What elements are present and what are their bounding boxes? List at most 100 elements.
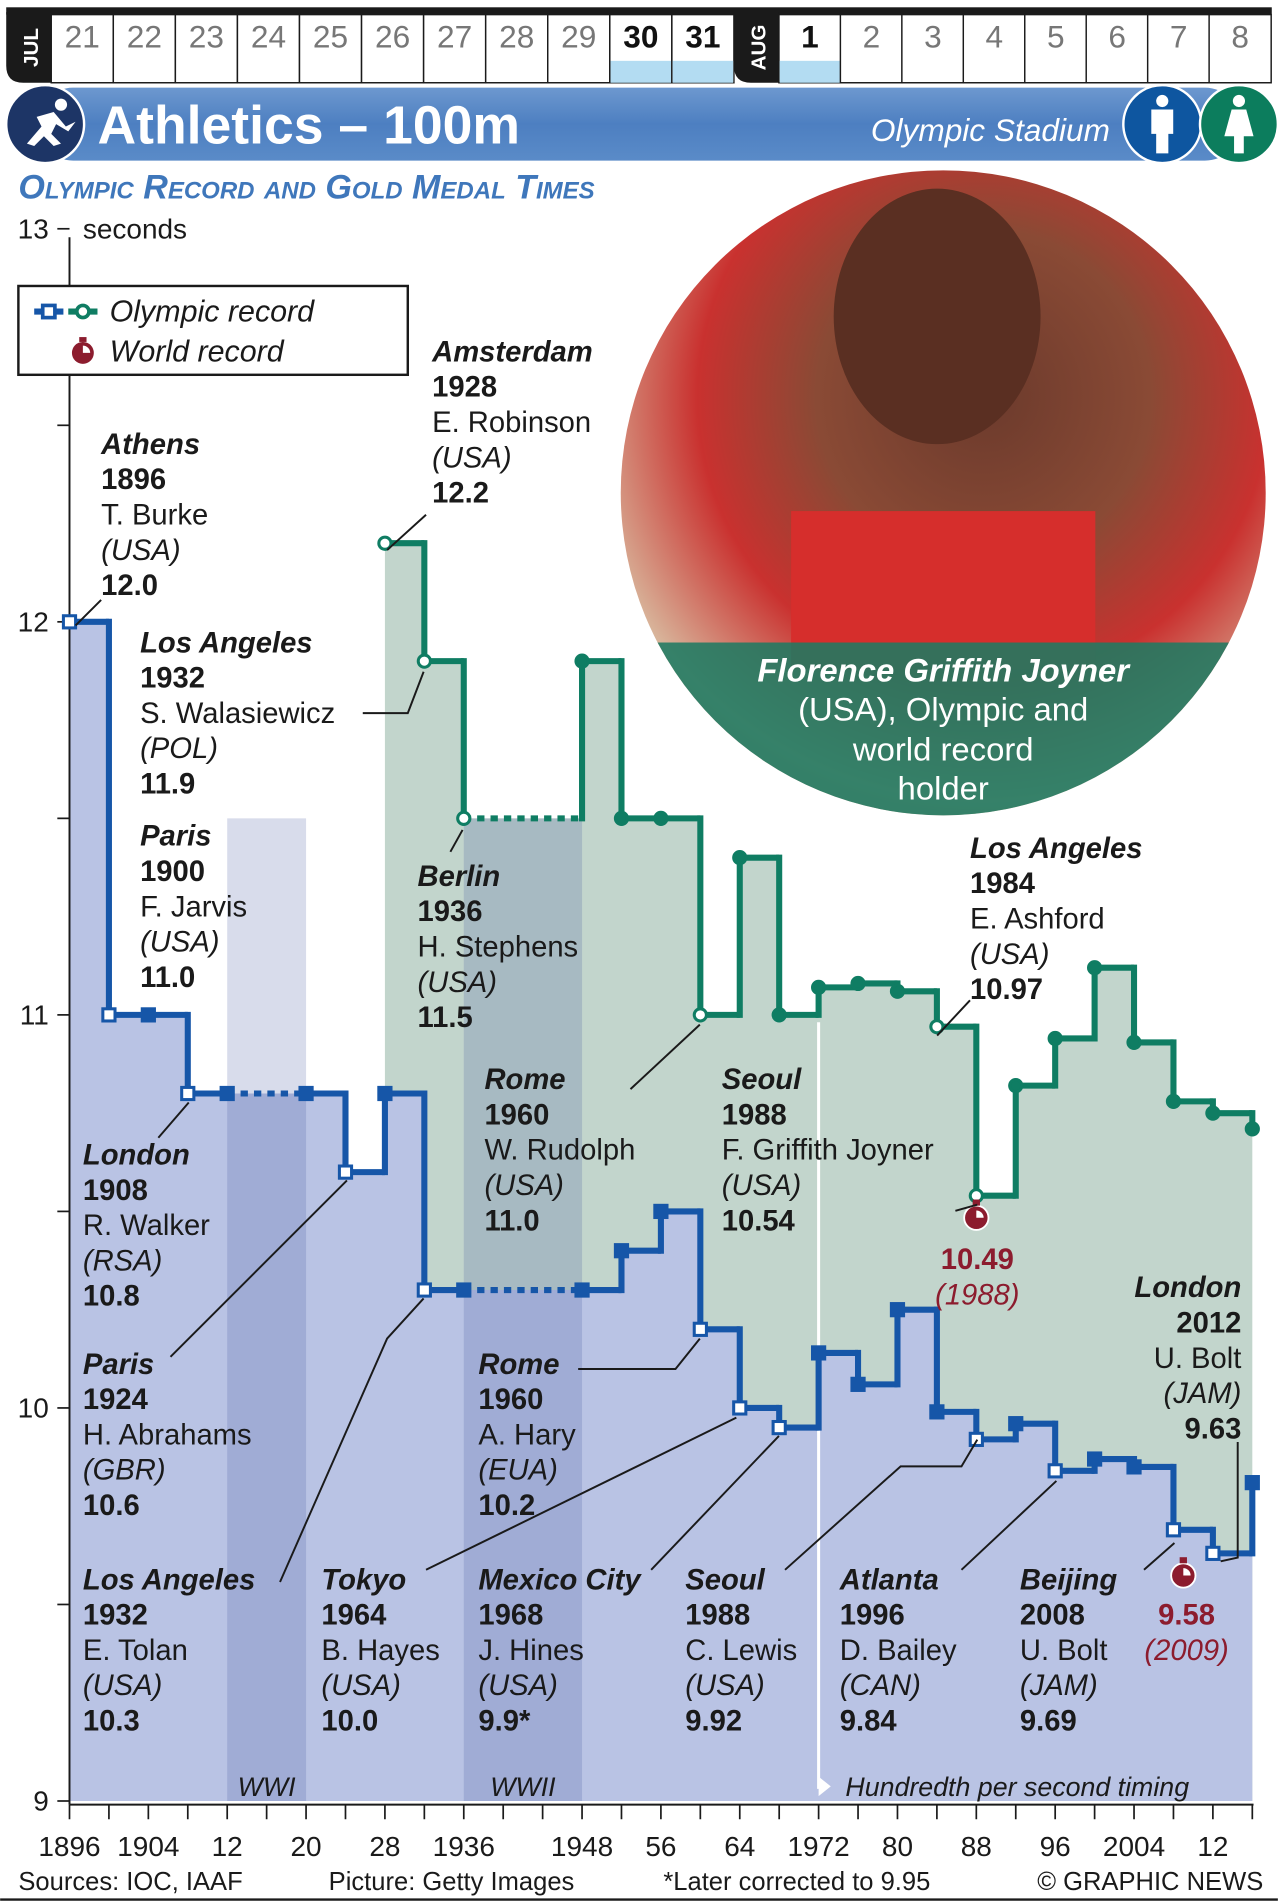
calendar-day-22[interactable]: 22: [112, 13, 177, 84]
women-olympic-record-point: [456, 810, 472, 826]
leader-line: [936, 999, 971, 1037]
calendar-day-28[interactable]: 28: [484, 13, 549, 84]
men-data-point: [889, 1302, 906, 1318]
calendar-day-3[interactable]: 3: [901, 13, 965, 84]
calendar-day-30[interactable]: 30: [609, 13, 673, 84]
calendar-day-7[interactable]: 7: [1146, 13, 1211, 84]
annotation-year: 1988: [685, 1600, 750, 1632]
women-olympic-record-point: [416, 653, 432, 669]
day-number: 26: [375, 18, 410, 54]
men-olympic-record-point: [1205, 1545, 1221, 1561]
calendar-day-23[interactable]: 23: [174, 13, 239, 84]
leader-line: [1220, 1442, 1239, 1563]
annotation-time: 9.92: [685, 1705, 742, 1737]
calendar-day-27[interactable]: 27: [422, 13, 487, 84]
annotation-year: 1932: [140, 663, 205, 695]
annotation-name: S. Walasiewicz: [140, 698, 335, 730]
annotation-name: H. Stephens: [418, 931, 579, 963]
x-tick-label: 64: [724, 1831, 755, 1862]
annotation-time: 9.84: [840, 1705, 898, 1737]
leader-line: [650, 1435, 780, 1571]
annotation-year: 1964: [321, 1600, 387, 1632]
calendar-day-24[interactable]: 24: [236, 13, 301, 84]
annotation-time: 9.69: [1020, 1705, 1077, 1737]
annotation-time: 10.97: [970, 974, 1043, 1006]
day-number: 24: [251, 18, 286, 54]
women-data-point: [771, 1007, 787, 1023]
annotation-time: 11.9: [140, 768, 195, 800]
calendar-day-4[interactable]: 4: [962, 13, 1027, 84]
photo: Florence Griffith Joyner (USA), Olympic …: [620, 170, 1266, 816]
day-number: 3: [924, 18, 942, 54]
calendar-day-26[interactable]: 26: [360, 13, 425, 84]
y-tick-label: 11: [20, 1000, 49, 1031]
annotation-city: London: [83, 1140, 190, 1172]
leader-line: [955, 1203, 978, 1212]
leader-line: [279, 1297, 425, 1583]
calendar-day-25[interactable]: 25: [298, 13, 363, 84]
day-number: 25: [313, 18, 348, 54]
month-label: JUL: [20, 28, 43, 67]
annotation-time: 11.5: [418, 1002, 473, 1034]
legend-world-record: World record: [110, 334, 285, 368]
calendar-day-8[interactable]: 8: [1208, 13, 1272, 84]
world-record-time: 10.49: [941, 1244, 1014, 1276]
annotation-year: 1960: [478, 1384, 543, 1416]
women-data-point: [1047, 1030, 1063, 1047]
annotation-name: F. Griffith Joyner: [722, 1135, 934, 1167]
annotation-country: (USA): [418, 967, 497, 999]
world-record-stopwatch-icon: [1170, 1557, 1197, 1589]
calendar-day-5[interactable]: 5: [1024, 13, 1088, 84]
annotation-year: 1988: [722, 1099, 787, 1131]
annotation-year: 1928: [432, 372, 497, 404]
footer-copyright: © GRAPHIC NEWS: [1037, 1868, 1263, 1896]
y-axis-label: seconds: [83, 214, 187, 245]
x-tick-label: 88: [961, 1831, 992, 1862]
annotation-time: 10.2: [478, 1490, 535, 1522]
annotation-name: B. Hayes: [321, 1635, 439, 1667]
men-olympic-record-point: [692, 1321, 708, 1337]
calendar-day-31[interactable]: 31: [671, 13, 735, 84]
footer-note: *Later corrected to 9.95: [663, 1868, 930, 1896]
y-tick-label: 13: [18, 214, 49, 245]
leader-line: [449, 829, 464, 853]
event-day-highlight: [672, 60, 734, 83]
women-data-point: [811, 979, 827, 995]
footer-sources: Sources: IOC, IAAF: [18, 1868, 242, 1896]
day-number: 28: [499, 18, 534, 54]
legend-olympic-record: Olympic record: [110, 294, 316, 328]
month-tab: [6, 12, 52, 83]
women-data-point: [1086, 960, 1103, 976]
calendar-top-rule: [6, 7, 1272, 15]
sprinter-figure: [26, 98, 76, 147]
day-number: 27: [437, 18, 472, 54]
annotation-country: (JAM): [1164, 1378, 1242, 1410]
annotation-year: 1932: [83, 1600, 148, 1632]
calendar-day-21[interactable]: 21: [50, 13, 115, 84]
annotation-time: 10.0: [321, 1705, 378, 1737]
x-tick-label: 96: [1040, 1831, 1071, 1862]
photo-caption-line: (USA), Olympic and: [798, 690, 1088, 727]
calendar-day-29[interactable]: 29: [547, 13, 611, 84]
x-tick-label: 80: [882, 1831, 913, 1862]
annotation-city: London: [1134, 1272, 1241, 1304]
annotation-city: Paris: [140, 821, 211, 853]
annotation-country: (USA): [484, 1170, 563, 1202]
annotation-name: U. Bolt: [1154, 1343, 1242, 1375]
annotation-name: E. Robinson: [432, 407, 591, 439]
annotation-country: (USA): [432, 442, 511, 474]
calendar-day-2[interactable]: 2: [839, 13, 904, 84]
annotation-country: (USA): [83, 1670, 162, 1702]
leader-line: [362, 671, 425, 715]
venue-label: Olympic Stadium: [871, 112, 1110, 148]
annotation-year: 2012: [1176, 1307, 1241, 1339]
women-data-point: [1244, 1121, 1260, 1137]
day-number: 23: [189, 18, 224, 54]
men-data-point: [850, 1376, 866, 1392]
x-tick-label: 56: [645, 1831, 676, 1862]
calendar-day-1[interactable]: 1: [778, 13, 842, 84]
calendar-day-6[interactable]: 6: [1085, 13, 1149, 84]
annotation-year: 1924: [83, 1384, 149, 1416]
annotation-name: D. Bailey: [840, 1635, 957, 1667]
